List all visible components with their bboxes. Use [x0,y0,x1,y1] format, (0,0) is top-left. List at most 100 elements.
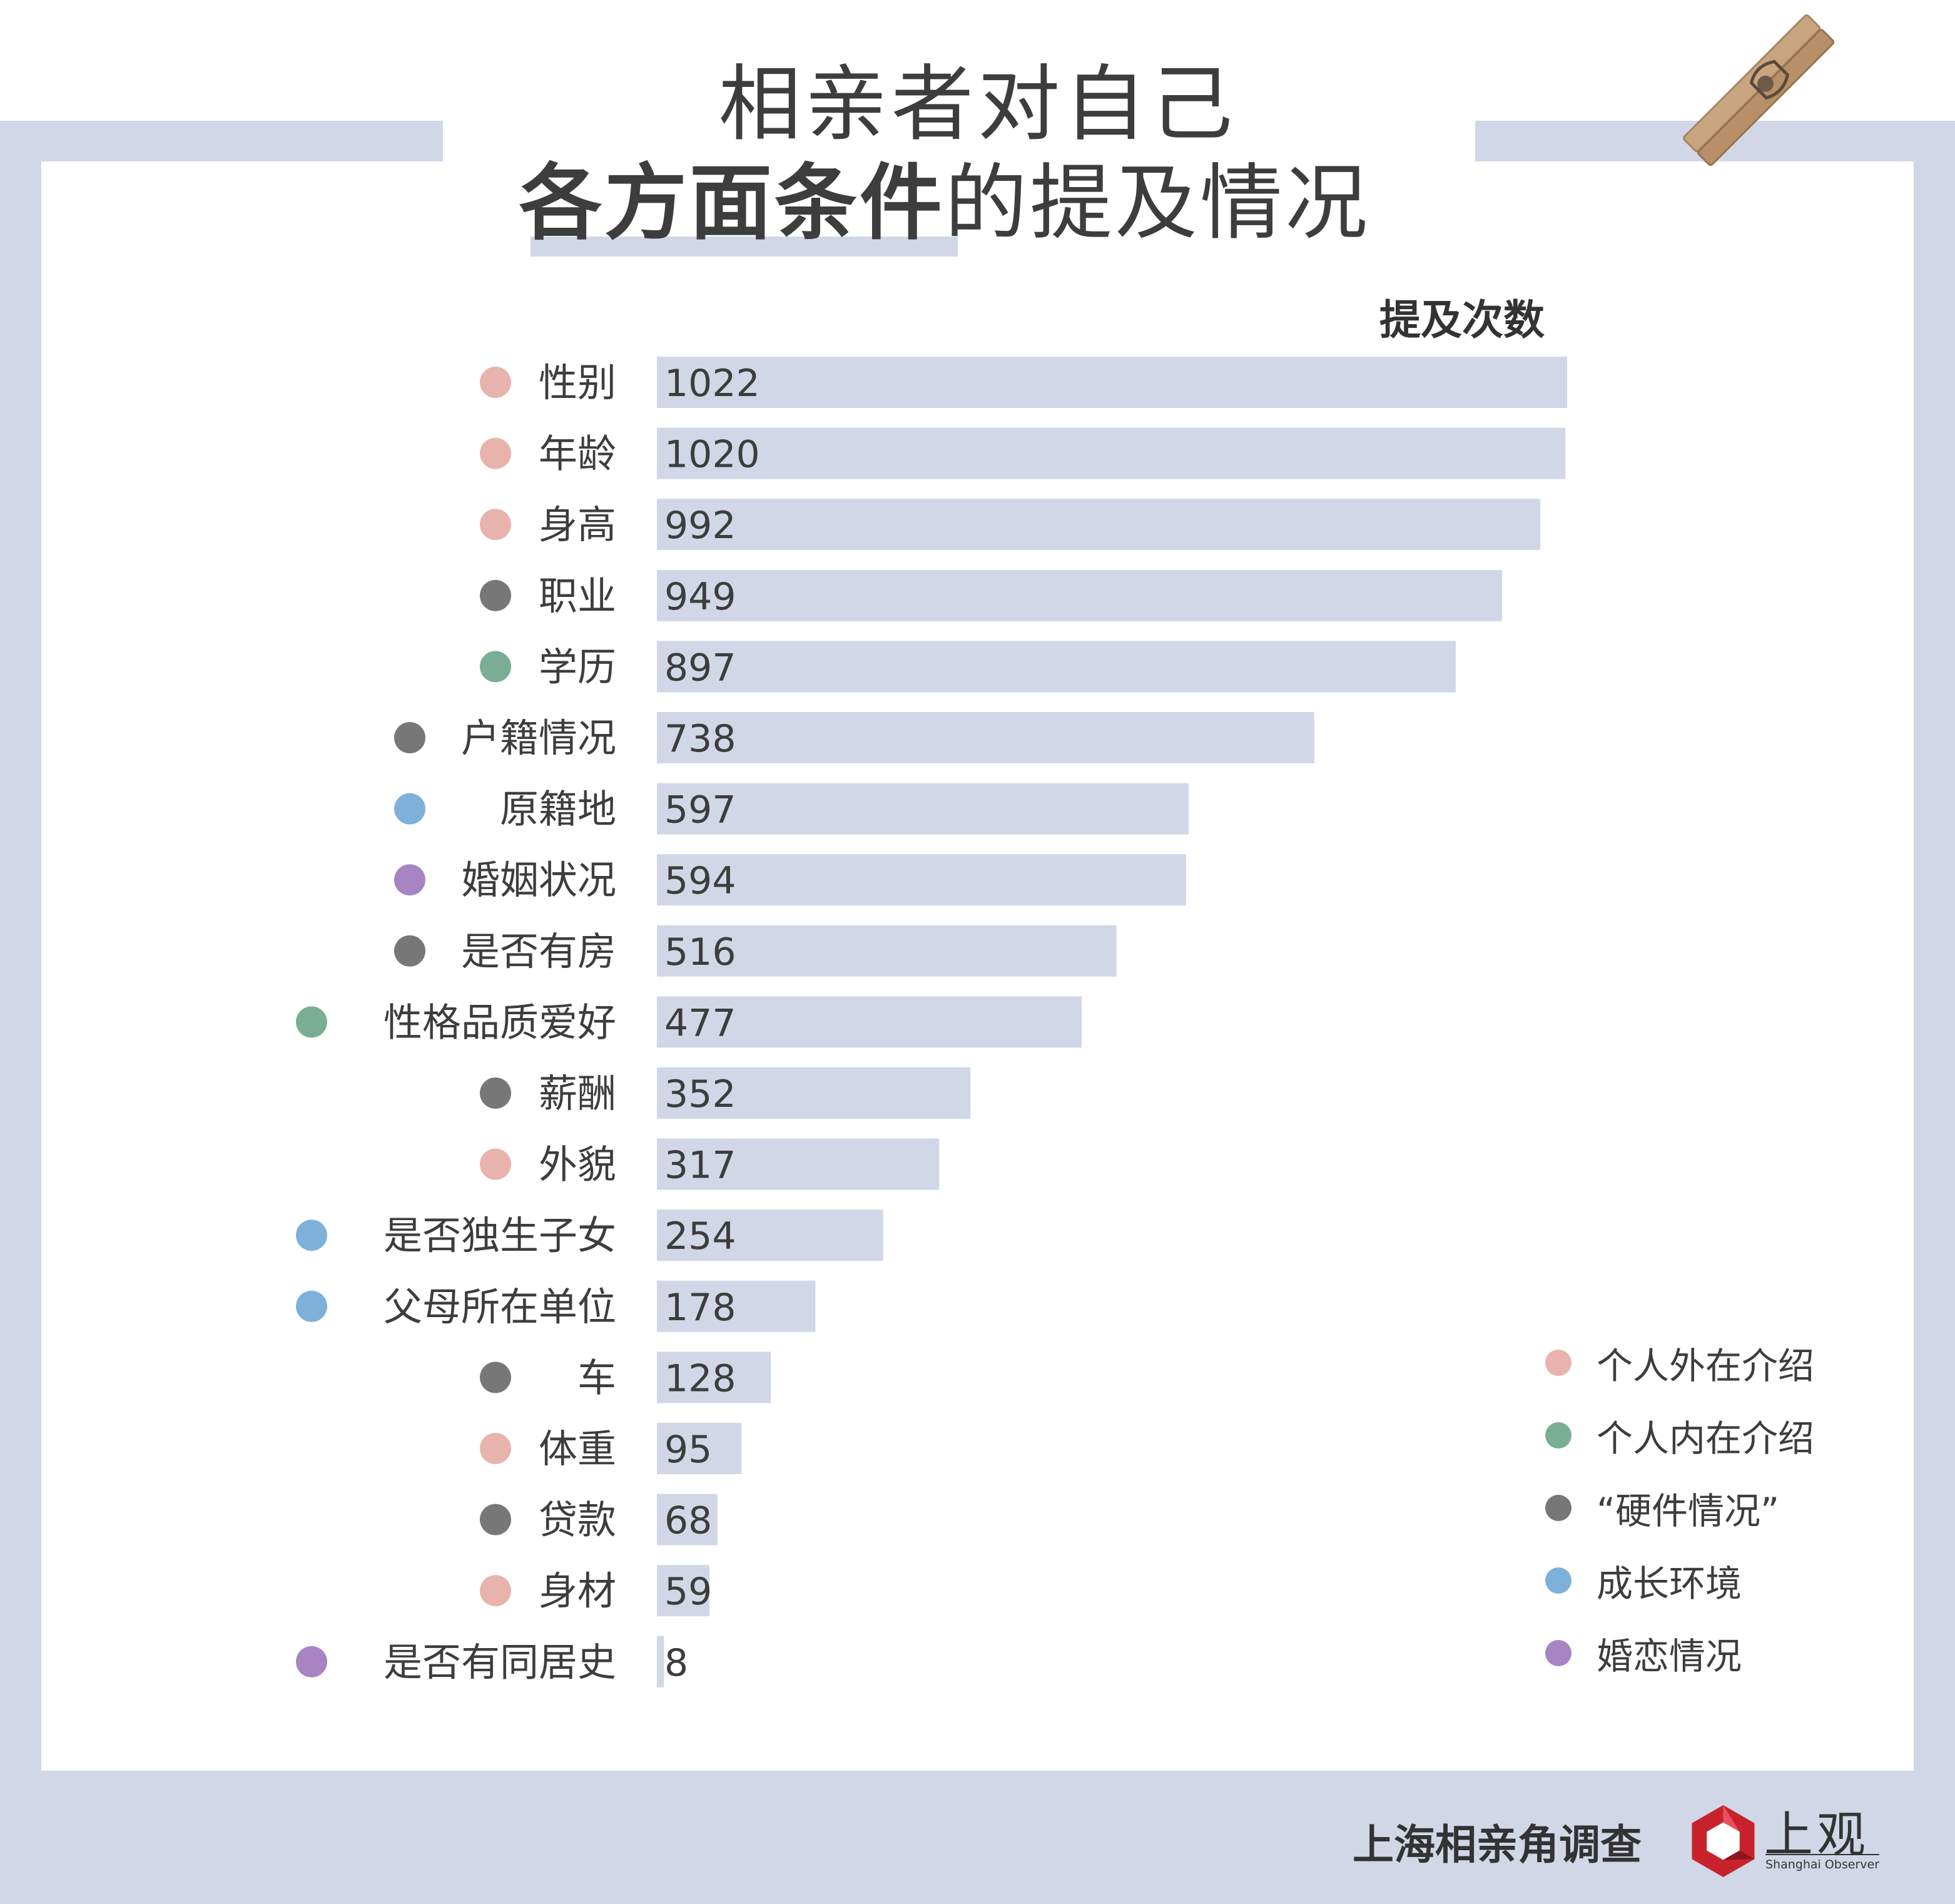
value-label-身高: 992 [664,504,736,547]
legend-label-upbringing: 成长环境 [1597,1562,1742,1605]
bar-是否有房 [657,925,1117,977]
category-dot-车 [480,1362,511,1393]
title-rest-part: 的提及情况 [945,155,1370,252]
value-label-婚姻状况: 594 [664,859,736,903]
value-label-是否有房: 516 [664,930,736,974]
category-dot-身材 [480,1575,511,1607]
legend-label-external: 个人外在介绍 [1597,1345,1815,1387]
category-label-性格品质爱好: 性格品质爱好 [383,999,616,1045]
category-label-身材: 身材 [539,1568,616,1614]
legend-dot-upbringing [1545,1567,1572,1594]
bar-体重 [657,1423,742,1474]
category-label-婚姻状况: 婚姻状况 [461,857,616,903]
clothespin-icon [1682,14,1835,166]
legend-item-internal: 个人内在介绍 [1545,1399,1814,1472]
value-label-性格品质爱好: 477 [664,1001,736,1045]
shanghai-observer-logo-icon [1692,1805,1755,1877]
category-dot-薪酬 [480,1077,511,1109]
bar-身高 [657,499,1541,551]
legend-dot-external [1545,1350,1572,1376]
value-label-父母所在单位: 178 [664,1286,736,1330]
legend-item-external: 个人外在介绍 [1545,1326,1814,1399]
bar-户籍情况 [657,712,1314,763]
logo-subtitle: Shanghai Observer [1765,1854,1880,1871]
category-dot-户籍情况 [394,722,425,753]
bar-外貌 [657,1138,940,1190]
value-label-贷款: 68 [664,1499,712,1543]
bar-薪酬 [657,1067,971,1119]
category-label-身高: 身高 [539,502,616,547]
category-label-车: 车 [577,1355,616,1400]
value-label-是否独生子女: 254 [664,1214,736,1258]
bar-是否独生子女 [657,1209,883,1261]
category-label-性别: 性别 [539,360,616,405]
title-bold-part: 各方面条件 [519,155,945,252]
category-dot-贷款 [480,1504,511,1535]
bar-性别 [657,357,1567,408]
category-dot-外貌 [480,1148,511,1180]
category-label-薪酬: 薪酬 [539,1071,616,1116]
category-label-原籍地: 原籍地 [500,787,616,832]
category-label-体重: 体重 [539,1426,616,1472]
category-dot-是否有房 [394,935,425,967]
bar-身材 [657,1565,709,1617]
category-label-户籍情况: 户籍情况 [461,715,616,761]
value-label-外貌: 317 [664,1144,736,1188]
title-gap [443,121,1475,162]
category-dot-年龄 [480,437,511,469]
category-dot-父母所在单位 [296,1290,327,1322]
category-label-年龄: 年龄 [539,431,616,477]
value-axis-title: 提及次数 [1379,296,1545,344]
bar-年龄 [657,427,1566,479]
legend-dot-romance [1545,1640,1572,1666]
legend-label-hardware: “硬件情况” [1597,1490,1780,1532]
bar-贷款 [657,1494,718,1545]
value-label-是否有同居史: 8 [664,1641,688,1685]
title-line-2: 各方面条件的提及情况 [519,136,1370,256]
title-underline [531,237,958,257]
value-label-职业: 949 [664,575,736,619]
legend-label-romance: 婚恋情况 [1597,1635,1742,1677]
category-dot-性格品质爱好 [296,1006,327,1038]
value-label-原籍地: 597 [664,788,736,832]
category-label-父母所在单位: 父母所在单位 [383,1284,616,1330]
bar-学历 [657,641,1456,693]
value-label-学历: 897 [664,646,736,690]
footer-title: 上海相亲角调查 [1353,1821,1642,1869]
category-label-学历: 学历 [539,644,616,690]
category-label-是否独生子女: 是否独生子女 [383,1213,616,1258]
category-dot-是否独生子女 [296,1219,327,1251]
value-label-年龄: 1020 [664,433,760,477]
legend-item-romance: 婚恋情况 [1545,1617,1814,1689]
bar-婚姻状况 [657,854,1186,906]
legend: 个人外在介绍个人内在介绍 “硬件情况” 成长环境婚恋情况 [1545,1326,1814,1689]
category-dot-婚姻状况 [394,864,425,896]
category-dot-是否有同居史 [296,1646,327,1677]
value-label-户籍情况: 738 [664,717,736,761]
category-dot-性别 [480,367,511,398]
category-label-外貌: 外貌 [539,1142,616,1188]
category-dot-职业 [480,579,511,611]
value-label-性别: 1022 [664,362,760,405]
bar-性格品质爱好 [657,996,1082,1048]
legend-dot-internal [1545,1422,1572,1448]
category-label-职业: 职业 [539,573,616,619]
category-label-贷款: 贷款 [539,1497,616,1543]
bar-父母所在单位 [657,1280,816,1332]
value-label-体重: 95 [664,1428,712,1472]
legend-item-upbringing: 成长环境 [1545,1544,1814,1617]
value-label-薪酬: 352 [664,1072,736,1116]
category-label-是否有同居史: 是否有同居史 [383,1639,616,1685]
bar-是否有同居史 [657,1636,664,1688]
category-dot-身高 [480,509,511,541]
category-dot-体重 [480,1433,511,1464]
legend-item-hardware: “硬件情况” [1545,1472,1814,1544]
category-dot-学历 [480,651,511,683]
title-line-1: 相亲者对自己 [718,56,1237,153]
category-label-是否有房: 是否有房 [461,929,616,974]
value-label-车: 128 [664,1357,736,1400]
value-label-身材: 59 [664,1570,712,1614]
bar-职业 [657,569,1503,621]
bar-原籍地 [657,783,1189,835]
